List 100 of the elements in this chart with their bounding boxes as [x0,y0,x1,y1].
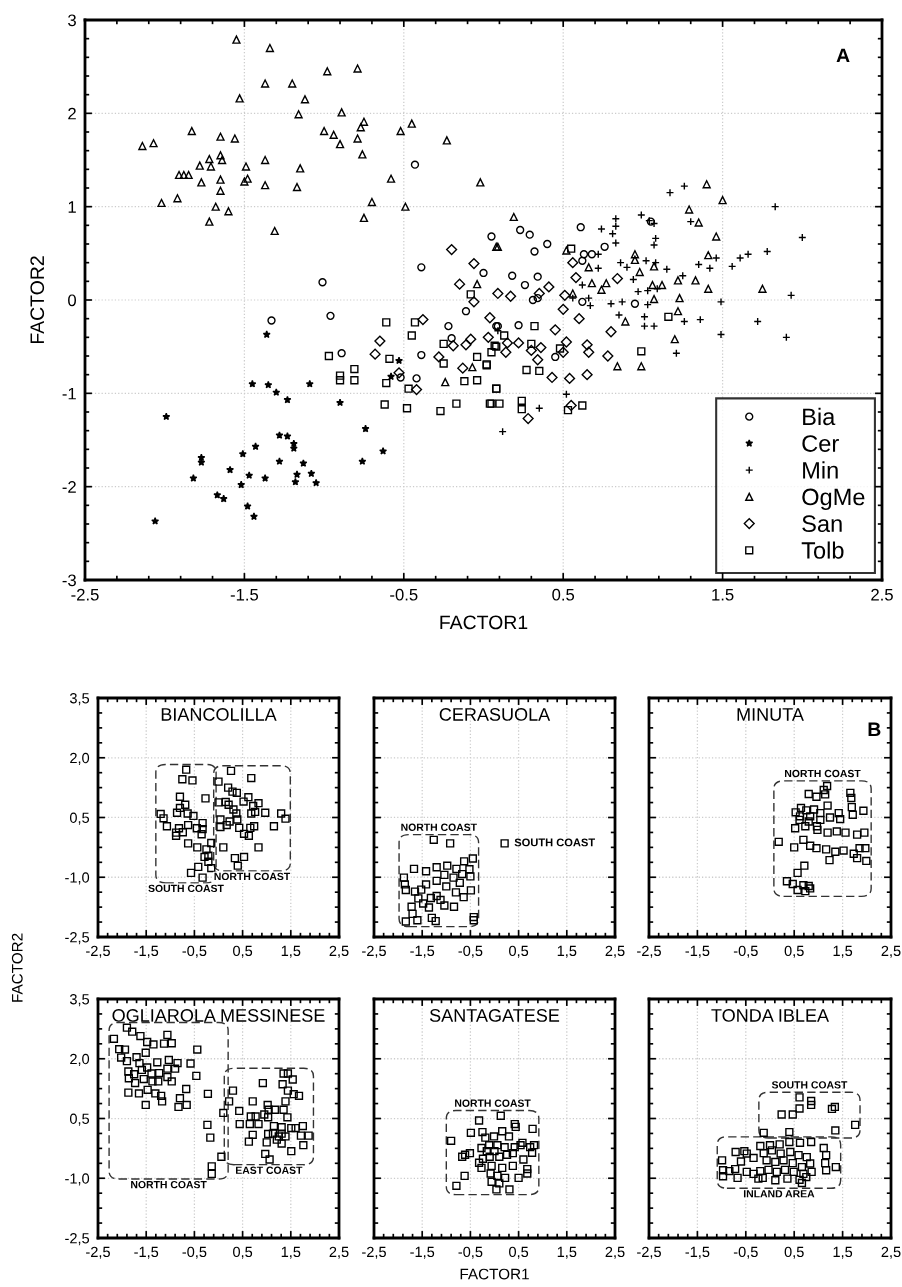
point [120,1045,130,1054]
point [823,801,832,810]
point [162,822,172,831]
point [246,823,255,833]
x-tick-label: 1,5 [281,1246,301,1259]
y-tick-label: -1,0 [65,1173,90,1186]
point [413,916,422,925]
point [299,1141,308,1150]
series-label: NORTH COAST [401,823,477,831]
x-tick-label: -0,5 [733,1246,758,1259]
x-tick-label: -0.5 [390,588,418,601]
point [260,1110,269,1119]
point [800,861,809,870]
point [785,1127,794,1137]
point [460,339,472,351]
x-tick-label: 0,5 [784,1246,804,1259]
point [174,1102,183,1112]
point [207,838,216,848]
point [530,321,539,331]
point [774,837,783,846]
point [533,287,545,300]
point [116,1053,126,1062]
point [775,1140,784,1149]
x-tick-label: -2,5 [86,945,110,958]
point [535,341,547,354]
point [141,1100,150,1110]
point [401,917,410,926]
point [771,1176,780,1185]
point [786,1147,795,1157]
point [852,830,862,839]
point [258,1078,268,1088]
point [410,383,423,396]
point [465,333,477,345]
point [498,1163,507,1173]
x-tick-label: -1,5 [685,1246,710,1259]
x-tick-label: -1,5 [685,945,710,958]
point [350,364,359,374]
point [232,809,241,818]
point [393,367,405,379]
x-axis-title: FACTOR1 [460,1268,529,1280]
point [472,376,482,385]
point [508,271,517,280]
point [578,297,587,307]
point [804,881,813,891]
point [263,1129,273,1139]
point [232,788,241,797]
x-tick-label: -2.5 [71,588,99,601]
point [244,793,253,802]
point [239,829,249,838]
point [399,873,409,882]
point [479,268,488,278]
point [825,813,835,822]
point [487,1161,496,1171]
point [749,1153,758,1163]
point [526,1143,535,1152]
point [189,474,198,482]
point [171,831,181,840]
point [226,766,236,776]
point [484,312,496,324]
point [445,839,455,848]
point [543,239,552,249]
point [263,1100,272,1110]
point [802,1172,811,1182]
point [289,439,298,448]
point [788,1158,797,1168]
point [801,887,810,896]
point [283,432,292,440]
point [492,287,504,300]
point [444,321,453,331]
point [407,331,416,340]
point [272,388,281,396]
x-tick-label: 1,5 [833,1246,853,1259]
point [527,339,536,349]
point [758,1173,767,1183]
point [296,1131,306,1140]
point [487,232,496,241]
point [440,901,449,910]
point [846,788,855,797]
point [141,1048,150,1057]
point [806,841,815,850]
point [239,852,249,862]
point [432,876,441,886]
x-tick-label: 0,5 [233,945,253,958]
point [517,396,526,405]
point [461,307,471,316]
point [439,339,448,349]
point [466,886,476,895]
x-axis-title: FACTOR1 [440,615,528,630]
point [162,412,171,421]
point [459,857,469,866]
x-tick-label: 2.5 [871,588,893,601]
point [821,1166,831,1175]
point [251,442,260,451]
point [822,781,832,791]
point [272,1135,281,1144]
point [452,864,461,874]
point [525,230,534,239]
point [246,1112,255,1121]
point [175,803,185,813]
point [324,351,334,361]
